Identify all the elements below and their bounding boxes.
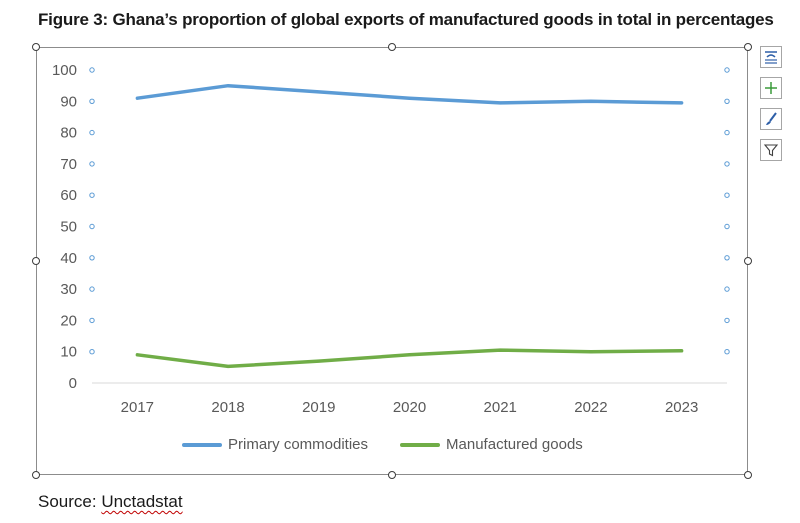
data-point [680,101,684,105]
y-tick-label: 80 [60,125,77,142]
chart-elements-button[interactable] [760,46,782,68]
chart-legend[interactable]: Primary commodities Manufactured goods [182,436,615,453]
resize-handle-bottom-right[interactable] [744,471,752,479]
x-tick-label: 2022 [574,399,607,416]
gridline-selection-dot [89,129,95,136]
resize-handle-bottom-center[interactable] [388,471,396,479]
data-point [226,365,230,369]
data-point [226,84,230,88]
gridline-selection-dot [724,349,730,355]
data-point [408,353,412,357]
gridline-selection-dot [724,161,730,167]
y-tick-label: 40 [60,250,77,267]
data-point [317,359,321,363]
x-tick-label: 2020 [393,399,426,416]
y-tick-label: 50 [60,219,77,236]
data-point [498,101,502,105]
chart-filter-button[interactable] [760,139,782,161]
gridline-selection-dot [89,286,95,292]
chart-styles-brush-icon [766,112,777,125]
add-element-icon [765,82,777,94]
gridline-selection-dot [724,129,730,136]
gridline-selection-dot [724,67,730,73]
x-tick-label: 2018 [211,399,244,416]
gridline-selection-dot [89,192,95,198]
source-name: Unctadstat [101,492,183,511]
resize-handle-middle-right[interactable] [744,257,752,265]
gridline-selection-dot [724,255,730,261]
data-point [136,353,140,357]
chart-filter-icon [763,144,779,157]
y-tick-label: 0 [69,375,77,392]
series-line-manufactured-goods [135,348,684,369]
data-point [136,96,140,100]
y-tick-label: 20 [60,312,77,329]
x-tick-label: 2023 [665,399,698,416]
series-line-primary-commodities [135,83,684,105]
gridline-selection-dot [724,286,730,292]
legend-label-manufactured-goods: Manufactured goods [446,436,583,453]
add-chart-element-button[interactable] [760,77,782,99]
legend-item-primary-commodities[interactable]: Primary commodities [182,436,368,453]
resize-handle-top-center[interactable] [388,43,396,51]
data-point [317,90,321,94]
gridline-selection-dot [724,317,730,324]
figure-title: Figure 3: Ghana’s proportion of global e… [38,10,774,29]
source-note: Source: Unctadstat [38,492,183,512]
gridline-selection-dot [89,67,95,73]
legend-label-primary-commodities: Primary commodities [228,436,369,453]
x-tick-label: 2021 [484,399,517,416]
resize-handle-top-right[interactable] [744,43,752,51]
y-tick-label: 90 [60,93,77,110]
gridline-selection-dot [89,349,95,355]
x-tick-label: 2019 [302,399,335,416]
data-point [680,349,684,353]
gridline-selection-dot [89,317,95,324]
y-tick-label: 30 [60,281,77,298]
chart-styles-button[interactable] [760,108,782,130]
gridline-selection-dot [724,98,730,105]
chart-tools-panel [760,46,782,170]
gridline-selection-dot [89,255,95,261]
x-tick-label: 2017 [121,399,154,416]
chart-elements-icon [765,51,777,64]
resize-handle-middle-left[interactable] [32,257,40,265]
legend-item-manufactured-goods[interactable]: Manufactured goods [400,436,583,453]
source-prefix: Source: [38,492,102,511]
gridline-selection-dot [724,223,730,230]
gridline-selection-dot [89,223,95,230]
gridline-selection-dot [89,161,95,167]
legend-swatch-primary-commodities [182,442,222,447]
data-point [408,96,412,100]
y-tick-label: 100 [52,62,77,79]
gridline-selection-dot [724,192,730,198]
y-tick-label: 60 [60,187,77,204]
resize-handle-bottom-left[interactable] [32,471,40,479]
legend-swatch-manufactured-goods [400,442,441,447]
gridline-selection-dot [89,98,95,105]
data-point [589,100,593,104]
resize-handle-top-left[interactable] [32,43,40,51]
y-tick-label: 70 [60,156,77,173]
data-point [589,350,593,354]
y-tick-label: 10 [60,344,77,361]
data-point [498,348,502,352]
